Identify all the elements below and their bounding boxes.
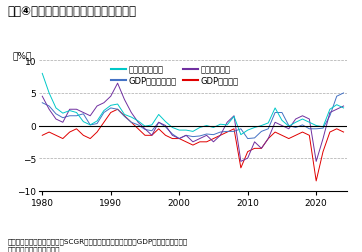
Text: （出所）総務省、内閣府よりSCGR作成　（注）消費者物価、GDPデフレーター、単
位労働費用は前年同期比％: （出所）総務省、内閣府よりSCGR作成 （注）消費者物価、GDPデフレーター、単… [7, 237, 188, 252]
Legend: 消費者物価指数, GDPデフレーター, 単位労働費用, GDPギャップ: 消費者物価指数, GDPデフレーター, 単位労働費用, GDPギャップ [111, 65, 239, 85]
Text: 図表④　消費者物価指数と単位労働費用: 図表④ 消費者物価指数と単位労働費用 [7, 5, 136, 18]
Text: （%）: （%） [13, 51, 32, 60]
